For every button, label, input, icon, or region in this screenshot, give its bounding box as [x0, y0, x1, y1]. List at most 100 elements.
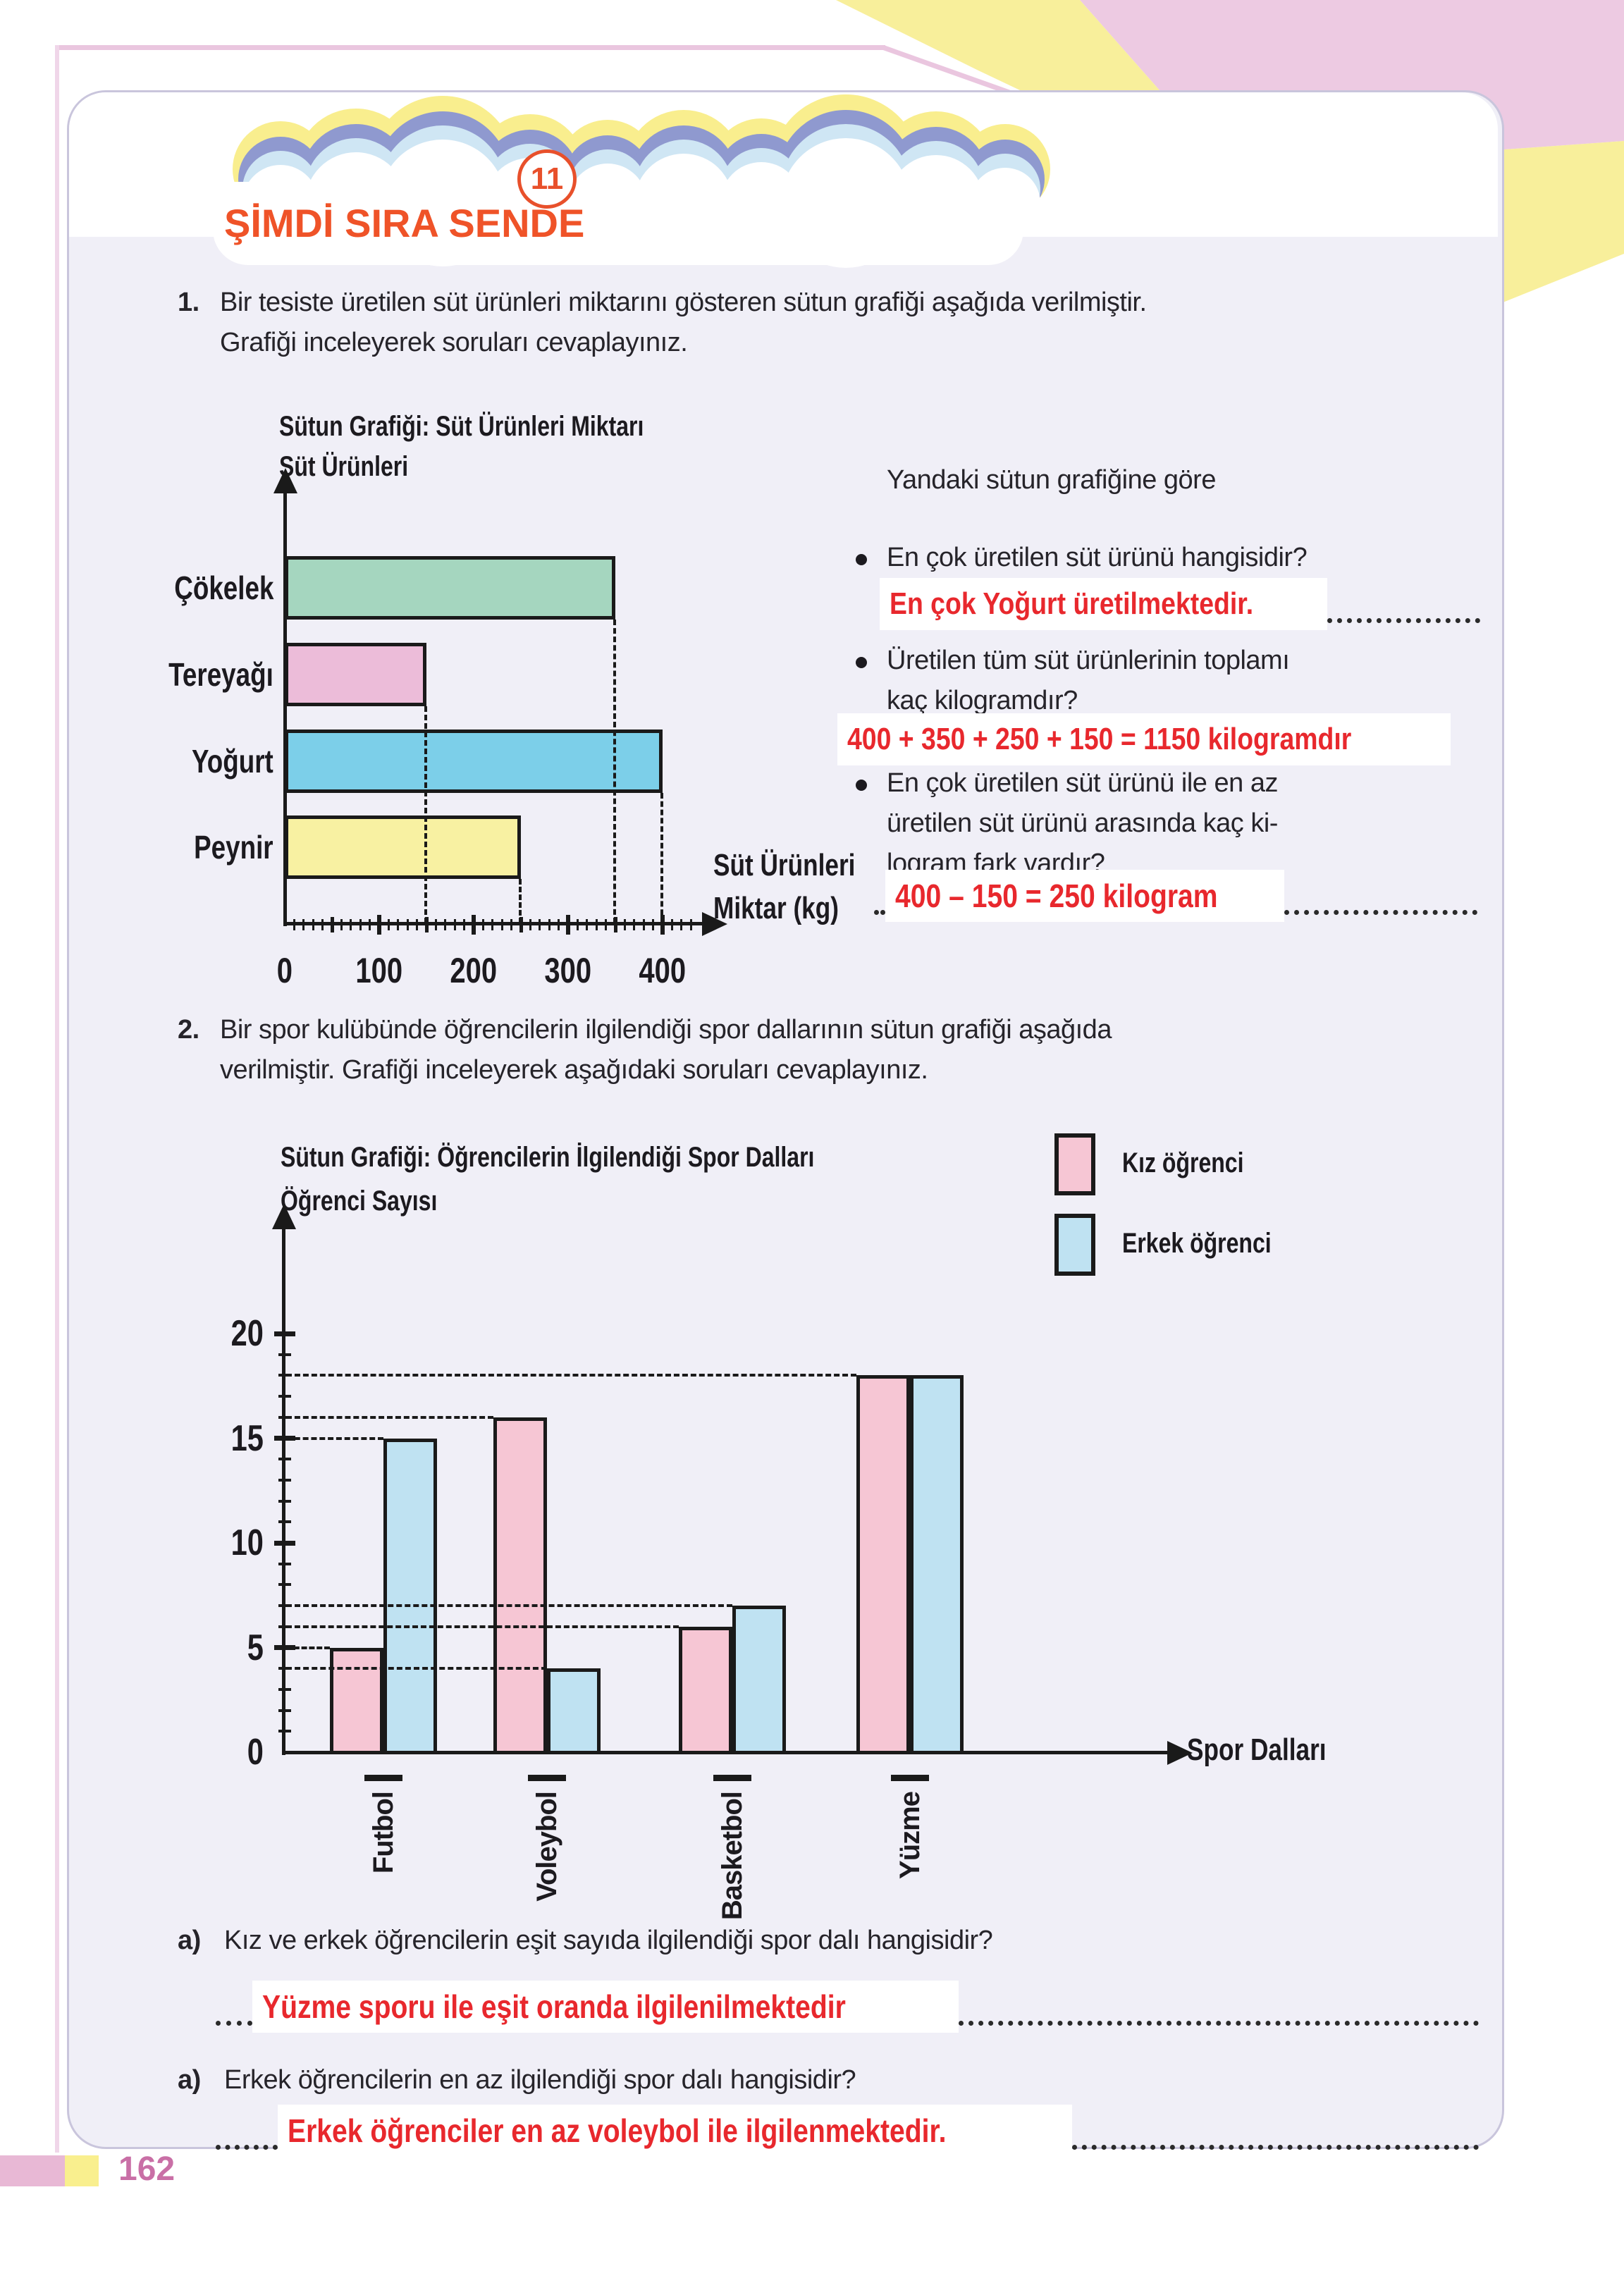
- tick: [416, 919, 419, 930]
- tick: [278, 1458, 291, 1461]
- chart2-category-tick: [891, 1775, 929, 1781]
- chart1-ylabel-text: Süt Ürünleri: [279, 451, 409, 482]
- chart2-guide-dash: [286, 1604, 732, 1608]
- tick: [278, 1583, 291, 1587]
- q1-bullet3-line1: En çok üretilen süt ürünü ile en az: [887, 768, 1278, 798]
- dotted-line: [874, 910, 885, 915]
- chart2-ylabel-text: Öğrenci Sayısı: [281, 1186, 438, 1217]
- chart2-guide-dash: [286, 1374, 856, 1377]
- chart1-y-axis-arrow: [273, 468, 297, 493]
- tick: [274, 1540, 295, 1546]
- chart2-ytick-text: 15: [230, 1417, 264, 1459]
- legend-label-girls: Kız öğrenci: [1122, 1147, 1274, 1179]
- tick: [274, 1436, 295, 1441]
- chart1-category-label: Çökelek: [106, 556, 273, 620]
- tick: [434, 919, 437, 930]
- chart2-category-tick: [713, 1775, 751, 1781]
- tick: [623, 919, 626, 930]
- chart2-ytick-label: 5: [182, 1627, 264, 1668]
- chart2-ytick-label: 15: [182, 1417, 264, 1459]
- chart2-category-tick: [364, 1775, 402, 1781]
- chart2-category-label: Basketbol: [717, 1792, 748, 1921]
- tick: [278, 1478, 291, 1482]
- tick: [274, 1331, 295, 1336]
- tick: [330, 917, 334, 932]
- page-number: 162: [118, 2150, 176, 2188]
- chart1-xtick-label: 300: [519, 950, 617, 991]
- chart2-guide-dash: [286, 1667, 547, 1670]
- tick: [424, 917, 429, 932]
- chart1-category-label: Peynir: [106, 815, 273, 879]
- bullet-icon: [856, 554, 867, 565]
- tick: [539, 919, 541, 930]
- chart2-guide-dash: [286, 1436, 383, 1440]
- q1-bullet1-line1: En çok üretilen süt ürünü hangisidir?: [887, 543, 1308, 572]
- tick: [605, 919, 608, 930]
- tick: [302, 919, 305, 930]
- q1-side-heading: Yandaki sütun grafiğine göre: [887, 465, 1216, 495]
- handwritten-answer: Yüzme sporu ile eşit oranda ilgilenilmek…: [262, 1988, 846, 2025]
- chart1-xtick-text: 200: [450, 951, 498, 990]
- chart1-xtick-label: 0: [235, 950, 334, 991]
- chart1-category-label: Yoğurt: [106, 730, 273, 793]
- q1-answer2-row: 400 + 350 + 250 + 150 = 1150 kilogramdır: [837, 712, 1480, 767]
- chart1-xlabel-line2: Miktar (kg): [713, 891, 870, 926]
- tick: [613, 917, 617, 932]
- chart2-ytick-label: 10: [182, 1522, 264, 1563]
- content-panel: [67, 90, 1504, 2149]
- tick: [278, 1520, 291, 1524]
- tick: [472, 915, 476, 935]
- chart1-guide-dash: [660, 793, 663, 923]
- pink-frame-line-top: [55, 45, 885, 50]
- chart1-bar-Yoğurt: [285, 730, 663, 793]
- q1-bullet2-line2: kaç kilogramdır?: [887, 686, 1078, 715]
- chart1-xtick-text: 100: [355, 951, 403, 990]
- chart1-xtick-text: 400: [639, 951, 687, 990]
- chart2-xlabel: Spor Dalları: [1187, 1732, 1361, 1768]
- chart2-bar-Futbol-kiz: [330, 1647, 383, 1754]
- tick: [278, 1353, 291, 1356]
- legend-swatch-girls: [1054, 1133, 1095, 1195]
- tick: [491, 919, 494, 930]
- chart1-category-label-text: Yoğurt: [192, 743, 273, 780]
- chart2-ytick-label: 20: [182, 1313, 264, 1354]
- dotted-line: [1284, 910, 1477, 915]
- tick: [278, 1625, 291, 1628]
- tick: [586, 919, 589, 930]
- footer-yellow-block: [65, 2155, 99, 2186]
- chart2-bar-Yüzme-kiz: [856, 1375, 910, 1754]
- tick: [652, 919, 655, 930]
- chart1-bar-Tereyağı: [285, 643, 426, 706]
- chart1-x-axis: [283, 922, 705, 925]
- chart2-x-axis-arrow: [1167, 1741, 1193, 1765]
- chart1-xlabel-text2: Miktar (kg): [713, 891, 839, 925]
- legend-label-girls-text: Kız öğrenci: [1122, 1147, 1244, 1178]
- answer-highlight: Erkek öğrenciler en az voleybol ile ilgi…: [278, 2105, 1073, 2157]
- tick: [595, 919, 598, 930]
- chart2-ytick-text: 5: [247, 1627, 264, 1668]
- tick: [660, 915, 665, 935]
- tick: [274, 1645, 295, 1650]
- chart2-ylabel: Öğrenci Sayısı: [281, 1186, 476, 1217]
- tick: [689, 919, 692, 930]
- chart2-bar-Yüzme-erkek: [910, 1375, 964, 1754]
- chart2-ytick-text: 20: [230, 1313, 264, 1354]
- chart1-xtick-label: 400: [613, 950, 712, 991]
- chart2-ytick-text: 10: [230, 1522, 264, 1563]
- handwritten-answer: 400 – 150 = 250 kilogram: [895, 878, 1218, 914]
- q1-line2: Grafiği inceleyerek soruları cevaplayını…: [220, 328, 688, 357]
- chart1-category-label-text: Çökelek: [173, 570, 273, 606]
- tick: [278, 1604, 291, 1608]
- tick: [519, 917, 523, 932]
- chart2-ytick-text: 0: [247, 1732, 264, 1773]
- pink-frame-line-left: [55, 45, 59, 2153]
- tick: [278, 1667, 291, 1670]
- chart1-guide-dash: [424, 706, 427, 923]
- chart2-bar-Voleybol-erkek: [547, 1668, 601, 1754]
- chart1-xtick-text: 0: [276, 951, 293, 990]
- section-number-badge: 11: [517, 149, 577, 209]
- handwritten-answer: En çok Yoğurt üretilmektedir.: [890, 586, 1254, 621]
- chart2-bar-Basketbol-kiz: [679, 1626, 732, 1754]
- tick: [558, 919, 560, 930]
